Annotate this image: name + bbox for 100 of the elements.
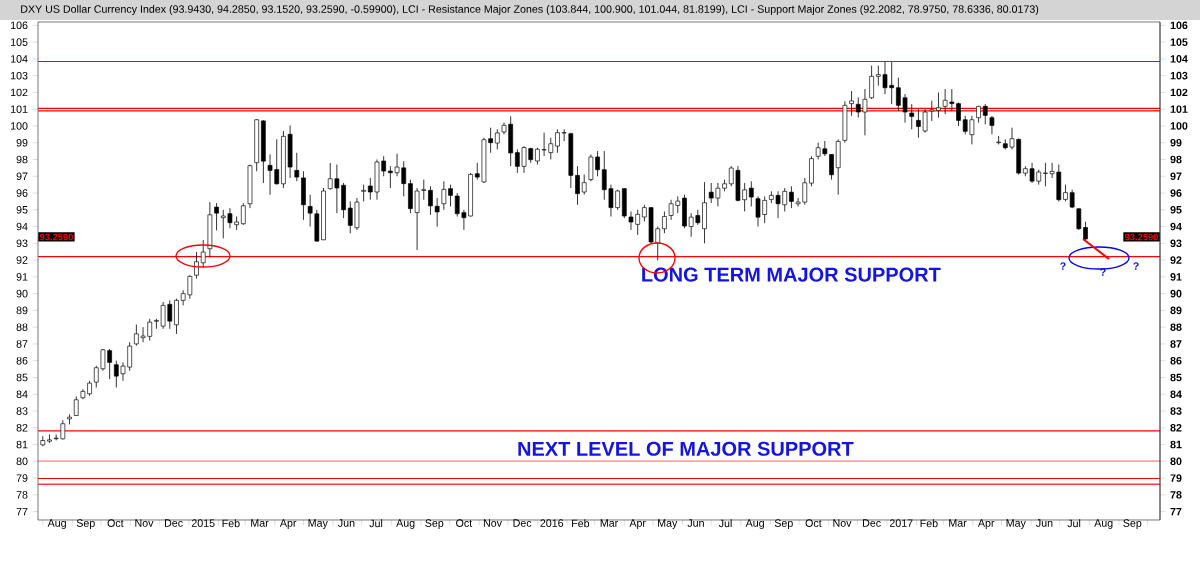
y2-tick-label: 88 [1170, 323, 1182, 331]
x-tick-label: Sep [774, 519, 793, 530]
y2-tick-label: 93 [1170, 239, 1182, 248]
y2-tick-label: 102 [1170, 88, 1188, 97]
y2-tick-label: 81 [1170, 440, 1182, 449]
y-tick-label: 93 [16, 239, 28, 248]
x-tick-label: Nov [135, 519, 154, 527]
y-tick-label: 79 [16, 474, 28, 482]
x-tick-label: Apr [977, 519, 995, 529]
y2-tick-label: 97 [1170, 172, 1182, 181]
y-tick-label: 97 [16, 172, 28, 181]
y2-tick-label: 79 [1170, 474, 1182, 482]
x-tick-label: Feb [572, 519, 590, 528]
y-tick-label: 87 [16, 340, 28, 348]
x-tick-label: May [658, 519, 678, 529]
y-tick-label: 96 [16, 189, 28, 197]
y2-tick-label: 104 [1170, 55, 1188, 63]
y-tick-label: 91 [16, 273, 28, 281]
annotation: ? [1100, 268, 1106, 276]
y-tick-label: 86 [16, 356, 28, 365]
x-tick-label: Apr [279, 519, 297, 529]
y2-tick-label: 86 [1170, 356, 1182, 365]
y-tick-label: 90 [16, 289, 28, 298]
y-tick-label: 95 [16, 206, 28, 214]
x-tick-label: Aug [745, 519, 764, 529]
y2-tick-label: 106 [1170, 21, 1188, 30]
y-tick-label: 98 [16, 155, 28, 164]
y2-tick-label: 82 [1170, 423, 1182, 432]
y-tick-label: 88 [16, 323, 28, 331]
y2-tick-label: 90 [1170, 289, 1182, 298]
annotation: ? [1060, 262, 1066, 270]
chart-title: DXY US Dollar Currency Index (93.9430, 94.2850, 93.1520, 93.2590, -0.59900), LCI - Resistance Major Zones (103.844, 100.900, 101.044, 81.8199), LCI - Support Major Zones (92.2082, 78.9750, 78.6336, 80.0173) [21, 5, 1039, 15]
y2-tick-label: 84 [1170, 390, 1182, 399]
y-tick-label: 106 [10, 21, 28, 30]
x-tick-label: Oct [107, 519, 124, 527]
y-tick-label: 85 [16, 373, 28, 382]
y-tick-label: 81 [16, 440, 28, 449]
y-tick-label: 99 [16, 138, 28, 147]
ref-line-label: NEXT LEVEL OF MAJOR SUPPORT [518, 441, 854, 456]
x-tick-label: Jul [369, 519, 383, 528]
x-tick-label: Sep [1123, 519, 1142, 530]
x-tick-label: Jun [1036, 519, 1053, 527]
x-tick-label: Nov [483, 519, 502, 527]
x-tick-label: Dec [863, 519, 881, 527]
x-tick-label: Dec [165, 519, 183, 527]
x-tick-label: Feb [920, 519, 938, 528]
y-tick-label: 89 [16, 306, 28, 315]
x-tick-label: May [1006, 519, 1026, 529]
y-tick-label: 83 [16, 407, 28, 415]
y2-tick-label: 99 [1170, 138, 1182, 147]
y2-tick-label: 100 [1170, 122, 1188, 130]
y-tick-label: 101 [10, 105, 28, 113]
x-tick-label: Apr [629, 519, 646, 529]
y2-tick-label: 101 [1170, 105, 1188, 113]
x-tick-label: Aug [396, 519, 415, 529]
x-tick-label: Jun [687, 519, 704, 527]
x-tick-label: Sep [76, 519, 95, 530]
y-tick-label: 80 [16, 457, 28, 466]
x-tick-label: Jul [718, 519, 732, 528]
y-tick-label: 102 [10, 88, 28, 97]
x-tick-label: Aug [1094, 519, 1113, 529]
x-tick-label: May [308, 519, 328, 529]
x-tick-label: 2015 [191, 519, 215, 527]
x-tick-label: Mar [600, 519, 619, 527]
y2-tick-label: 87 [1170, 340, 1182, 348]
y2-tick-label: 85 [1170, 373, 1182, 382]
x-tick-label: 2016 [540, 519, 564, 527]
y2-tick-label: 92 [1170, 256, 1182, 264]
x-tick-label: Aug [47, 519, 66, 529]
x-tick-label: Feb [222, 519, 240, 528]
y-tick-label: 82 [16, 423, 28, 432]
y2-tick-label: 95 [1170, 206, 1182, 214]
y2-tick-label: 98 [1170, 155, 1182, 164]
x-tick-label: Jun [338, 519, 355, 527]
y2-tick-label: 80 [1170, 457, 1182, 466]
y-tick-label: 103 [10, 71, 28, 80]
x-tick-label: 2017 [889, 519, 913, 527]
y2-tick-label: 103 [1170, 71, 1188, 80]
legend-label: LONG TERM MAJOR SUPPORT [642, 267, 941, 282]
y-tick-label: 104 [10, 55, 28, 63]
y-tick-label: 84 [16, 390, 28, 399]
annotation: ? [1133, 262, 1139, 270]
y2-tick-label: 77 [1170, 507, 1182, 516]
x-tick-label: Jul [1067, 519, 1081, 528]
y-tick-label: 77 [16, 507, 28, 516]
y-tick-label: 78 [16, 491, 28, 499]
x-tick-label: Nov [833, 519, 852, 527]
x-tick-label: Oct [456, 519, 473, 527]
x-tick-label: Dec [513, 519, 532, 527]
y2-tick-label: 105 [1170, 38, 1188, 46]
y2-tick-label: 89 [1170, 306, 1182, 315]
annotation: 93.2590 [1124, 233, 1159, 241]
x-tick-label: Mar [251, 519, 269, 527]
y2-tick-label: 78 [1170, 491, 1182, 499]
y2-tick-label: 91 [1170, 273, 1182, 281]
x-tick-label: Sep [425, 519, 444, 530]
y-tick-label: 94 [16, 222, 28, 231]
y2-tick-label: 94 [1170, 222, 1182, 231]
y2-tick-label: 96 [1170, 189, 1182, 197]
x-tick-label: Mar [949, 519, 967, 527]
